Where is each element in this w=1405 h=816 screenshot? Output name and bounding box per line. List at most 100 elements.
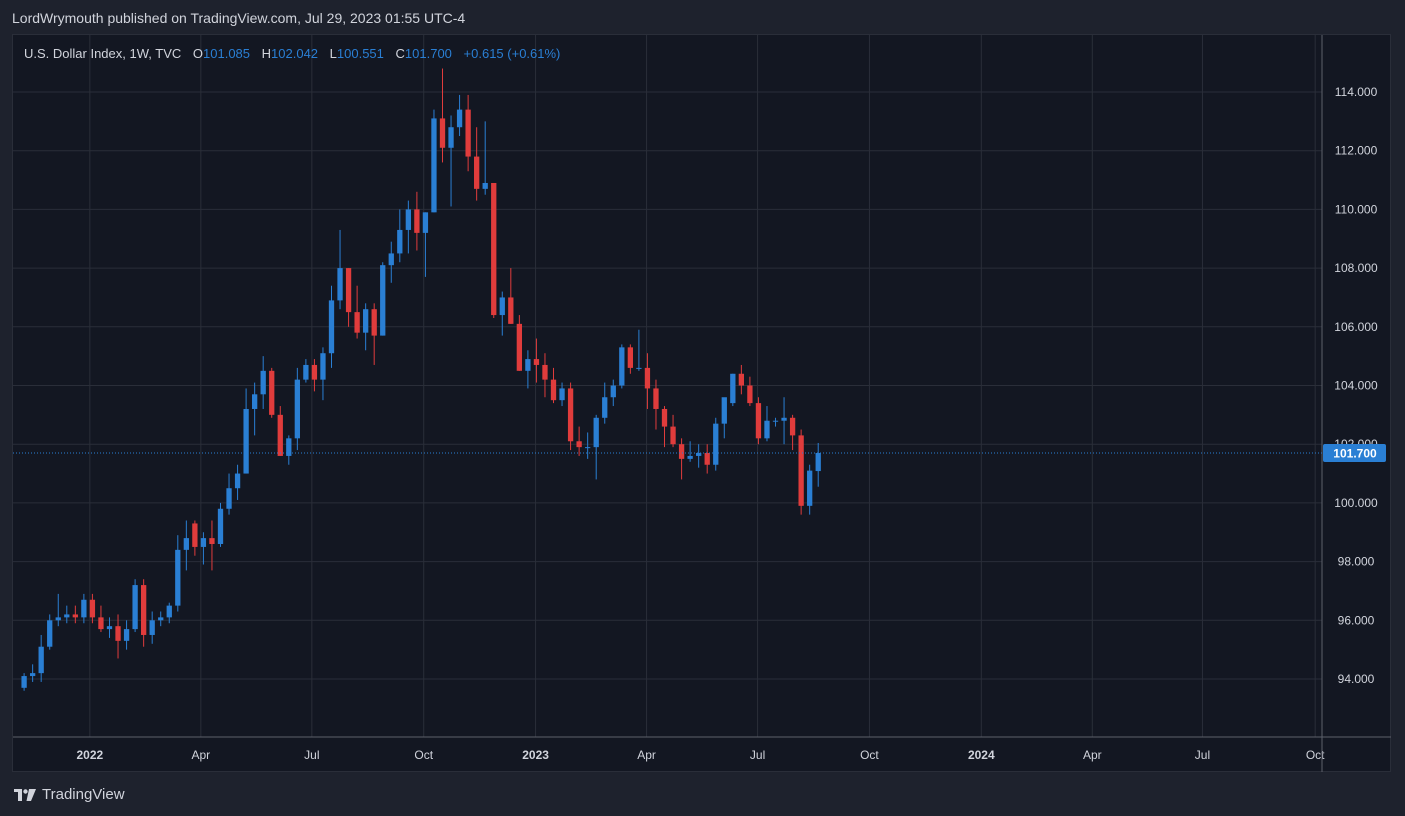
candle-body: [371, 309, 377, 336]
x-tick-label: Jul: [750, 748, 765, 762]
candle-body: [252, 394, 258, 409]
candle-body: [738, 373, 745, 386]
x-tick-label: Oct: [860, 748, 879, 762]
candle-body: [132, 585, 138, 630]
candle-body: [64, 614, 70, 618]
candle-body: [38, 646, 44, 674]
open-value: 101.085: [203, 46, 251, 61]
change-value: +0.615 (+0.61%): [463, 46, 561, 61]
candle-body: [619, 347, 625, 386]
candle-body: [567, 388, 574, 442]
ohlc-legend: U.S. Dollar Index, 1W, TVC O101.085 H102…: [24, 46, 560, 61]
candle-body: [414, 209, 420, 233]
open-label: O: [192, 46, 204, 61]
close-label: C: [395, 46, 405, 61]
candle-body: [149, 620, 155, 635]
candle-body: [764, 420, 770, 439]
candle-body: [653, 388, 659, 409]
x-tick-label: Jul: [304, 748, 319, 762]
candle-body: [593, 417, 599, 448]
candle-body: [661, 408, 668, 427]
candle-body: [721, 397, 727, 424]
candle-body: [106, 626, 113, 630]
candle-body: [47, 620, 53, 647]
candle-body: [439, 118, 446, 148]
candle-body: [81, 599, 87, 618]
candle-body: [508, 297, 514, 324]
y-tick-label: 114.000: [1335, 85, 1378, 99]
y-tick-label: 94.000: [1338, 672, 1375, 686]
candle-body: [807, 470, 813, 506]
candle-body: [123, 629, 130, 641]
candle-body: [363, 309, 369, 333]
candle-body: [533, 359, 540, 365]
y-tick-label: 104.000: [1334, 379, 1378, 393]
candle-body: [158, 617, 164, 621]
candle-body: [747, 385, 753, 404]
close-value: 101.700: [404, 46, 452, 61]
candle-body: [405, 209, 411, 230]
y-tick-label: 110.000: [1335, 202, 1378, 216]
candle-body: [755, 403, 762, 439]
candle-body: [422, 212, 429, 233]
x-tick-label: Apr: [1083, 748, 1102, 762]
candle-body: [320, 353, 326, 380]
candle-body: [115, 626, 121, 641]
candle-body: [183, 538, 189, 550]
candle-body: [465, 109, 471, 157]
last-price-tag: [1323, 444, 1386, 463]
candle-body: [337, 268, 343, 301]
x-tick-label: Jul: [1195, 748, 1210, 762]
candle-body: [456, 109, 463, 128]
y-tick-label: 98.000: [1338, 555, 1375, 569]
candle-body: [192, 523, 198, 547]
y-tick-label: 96.000: [1338, 613, 1375, 627]
x-tick-label: 2024: [968, 748, 995, 762]
candle-body: [354, 312, 360, 333]
candle-body: [687, 455, 693, 459]
candle-body: [525, 359, 531, 371]
candle-body: [21, 676, 27, 688]
candle-body: [388, 253, 394, 266]
candle-body: [286, 438, 292, 456]
candle-body: [678, 444, 685, 459]
x-tick-label: 2023: [522, 748, 549, 762]
candle-body: [294, 379, 300, 439]
chart-pane[interactable]: [12, 34, 1391, 772]
candle-body: [397, 229, 403, 254]
candle-body: [815, 453, 821, 472]
candle-body: [696, 453, 702, 456]
candle-body: [542, 364, 548, 380]
tradingview-brand[interactable]: TradingView: [14, 786, 125, 803]
candle-body: [55, 617, 61, 621]
x-tick-label: 2022: [76, 748, 103, 762]
brand-name: TradingView: [42, 786, 125, 803]
candle-body: [798, 435, 804, 506]
x-tick-label: Apr: [192, 748, 211, 762]
y-tick-label: 106.000: [1334, 320, 1378, 334]
candle-body: [559, 388, 565, 401]
x-tick-label: Oct: [1306, 748, 1325, 762]
candle-body: [550, 379, 557, 401]
symbol-title: U.S. Dollar Index, 1W, TVC: [24, 46, 182, 61]
candle-body: [516, 323, 522, 371]
candle-body: [277, 414, 283, 456]
publisher-caption: LordWrymouth published on TradingView.co…: [12, 10, 466, 26]
candle-body: [345, 268, 352, 313]
candle-body: [98, 617, 104, 630]
candle-body: [328, 300, 335, 354]
candle-body: [380, 265, 386, 336]
low-label: L: [329, 46, 337, 61]
candle-body: [499, 297, 505, 316]
high-label: H: [261, 46, 272, 61]
candle-body: [772, 420, 779, 422]
x-tick-label: Oct: [414, 748, 433, 762]
candle-body: [243, 408, 249, 474]
low-value: 100.551: [336, 46, 384, 61]
candle-body: [644, 367, 651, 389]
candle-body: [713, 423, 719, 465]
candle-body: [175, 549, 181, 606]
candle-body: [448, 127, 454, 148]
candle-body: [217, 508, 224, 544]
